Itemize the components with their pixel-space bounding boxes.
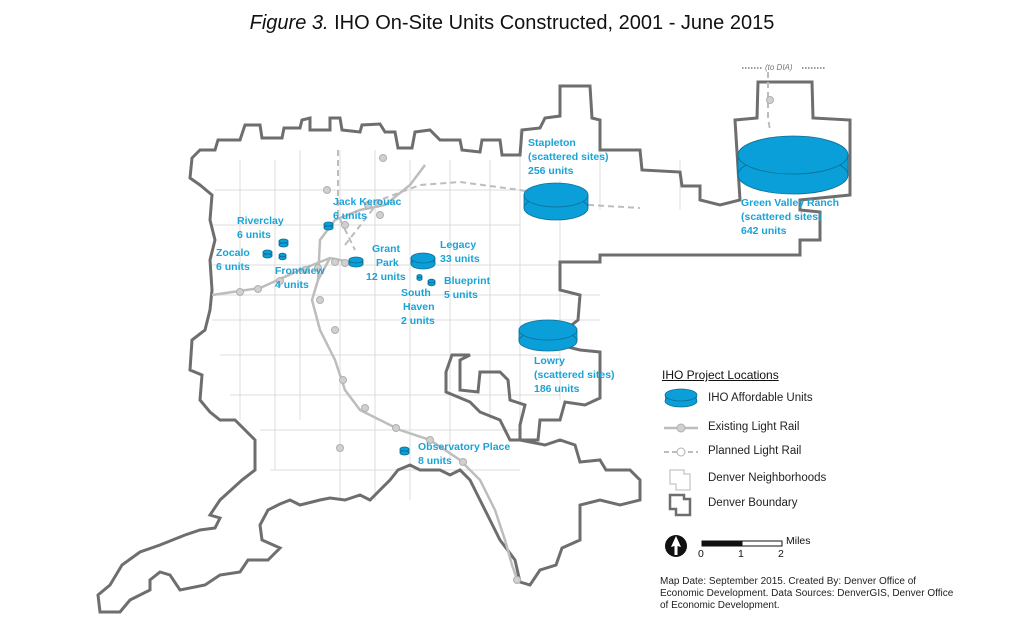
frontview-name: Frontview	[275, 265, 325, 277]
stapleton-sub: (scattered sites)	[528, 151, 609, 163]
gvr-name: Green Valley Ranch	[741, 197, 839, 209]
legend-iho-icon	[664, 388, 698, 408]
planned-light-rail	[337, 72, 771, 251]
legend-symbols	[664, 388, 698, 517]
grant-park-sub: Park	[376, 257, 399, 269]
legend-item-boundary: Denver Boundary	[708, 497, 798, 509]
zocalo-name: Zocalo	[216, 247, 250, 259]
blueprint-name: Blueprint	[444, 275, 491, 287]
frontview-units: 4 units	[275, 279, 309, 291]
iho-symbols	[262, 135, 849, 456]
riverclay-name: Riverclay	[237, 215, 284, 227]
legend-neighborhood-icon	[669, 469, 691, 491]
legacy-units: 33 units	[440, 253, 480, 265]
legend-planned-rail-icon	[664, 447, 698, 457]
denver-boundary	[96, 80, 852, 614]
jack-kerouac-units: 6 units	[333, 210, 367, 222]
green-valley-ranch-symbol	[737, 135, 849, 195]
legacy-name: Legacy	[440, 239, 476, 251]
scale-tick-0: 0	[698, 548, 704, 560]
blueprint-units: 5 units	[444, 289, 478, 301]
observatory-place-units: 8 units	[418, 455, 452, 467]
legend-item-planned-rail: Planned Light Rail	[708, 445, 802, 457]
lowry-symbol	[518, 319, 578, 352]
scale-unit: Miles	[786, 535, 811, 547]
gvr-units: 642 units	[741, 225, 787, 237]
zocalo-symbol	[262, 249, 273, 259]
grant-park-units: 12 units	[366, 271, 406, 283]
scale-tick-1: 1	[738, 548, 744, 560]
stapleton-name: Stapleton	[528, 137, 576, 149]
observatory-place-name: Observatory Place	[418, 441, 510, 453]
south-haven-sub: Haven	[403, 301, 435, 313]
riverclay-symbol	[278, 238, 289, 248]
observatory-place-symbol	[399, 446, 410, 456]
lowry-sub: (scattered sites)	[534, 369, 615, 381]
map-credit: Map Date: September 2015. Created By: De…	[660, 576, 954, 611]
scale-bar	[701, 540, 783, 547]
frontview-symbol	[278, 252, 287, 261]
legend-item-iho: IHO Affordable Units	[708, 392, 813, 404]
legend-boundary-icon	[668, 493, 692, 517]
riverclay-units: 6 units	[237, 229, 271, 241]
jack-kerouac-symbol	[323, 221, 334, 231]
grant-park-name: Grant	[372, 243, 401, 255]
scale-tick-2: 2	[778, 548, 784, 560]
north-arrow-icon	[665, 535, 687, 557]
existing-light-rail	[211, 164, 520, 583]
title-text: IHO On-Site Units Constructed, 2001 - Ju…	[334, 12, 775, 34]
stapleton-units: 256 units	[528, 165, 574, 177]
south-haven-units: 2 units	[401, 315, 435, 327]
dia-label: (to DIA)	[765, 63, 793, 72]
project-labels: Stapleton (scattered sites) 256 units Gr…	[216, 137, 839, 467]
stapleton-symbol	[523, 182, 589, 221]
rail-stations	[236, 96, 774, 584]
legend-existing-rail-icon	[664, 423, 698, 433]
map-title: Figure 3. IHO On-Site Units Constructed,…	[0, 12, 1024, 35]
jack-kerouac-name: Jack Kerouac	[333, 196, 401, 208]
grant-park-symbol	[348, 256, 364, 268]
lowry-name: Lowry	[534, 355, 565, 367]
legend-title: IHO Project Locations	[662, 368, 779, 382]
gvr-sub: (scattered sites)	[741, 211, 822, 223]
legend-item-neighborhoods: Denver Neighborhoods	[708, 472, 827, 484]
figure-number: Figure 3.	[249, 12, 329, 34]
blueprint-symbol	[427, 278, 436, 287]
legend-item-existing-rail: Existing Light Rail	[708, 421, 800, 433]
zocalo-units: 6 units	[216, 261, 250, 273]
south-haven-name: South	[401, 287, 431, 299]
south-haven-symbol	[416, 274, 423, 281]
legacy-symbol	[410, 252, 436, 270]
lowry-units: 186 units	[534, 383, 580, 395]
